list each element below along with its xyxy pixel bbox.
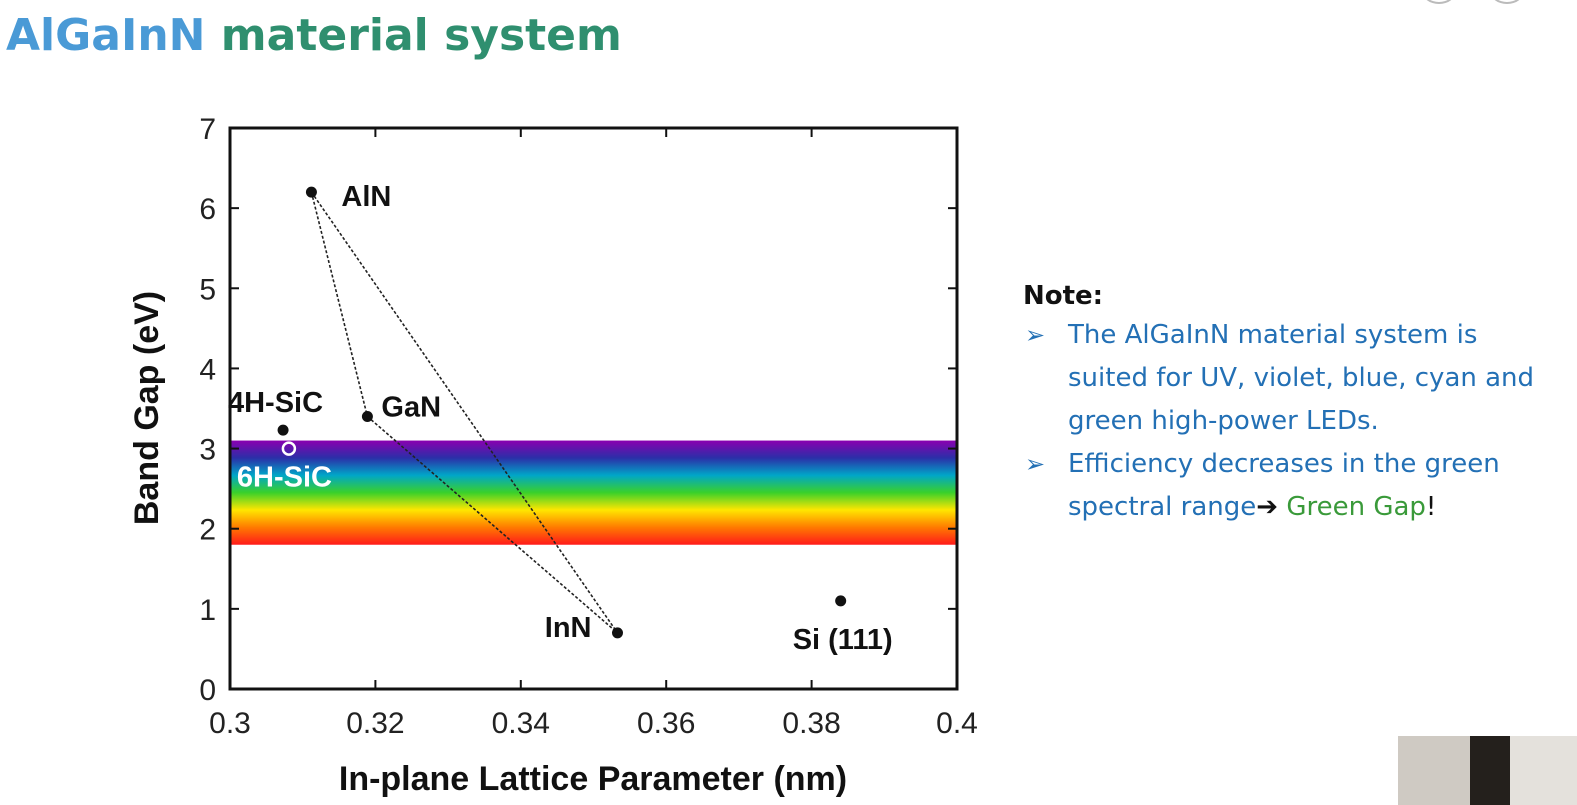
- x-tick-label: 0.36: [637, 707, 695, 740]
- y-tick-label: 5: [199, 273, 216, 306]
- connector-line-aln-inn: [310, 191, 619, 634]
- point-aln: [305, 186, 317, 198]
- note-heading: Note:: [1023, 281, 1104, 311]
- y-axis-label: Band Gap (eV): [128, 291, 166, 525]
- x-tick-label: 0.38: [782, 707, 840, 740]
- title-part-material-system: material system: [205, 10, 622, 61]
- note-bullet-green-gap: ➢ Efficiency decreases in the green spec…: [1023, 443, 1563, 529]
- point-si-111: [835, 595, 847, 607]
- point-label-si-111: Si (111): [793, 624, 893, 656]
- connector-line-aln-gan: [310, 191, 369, 417]
- right-arrow-icon: ➔: [1256, 492, 1279, 522]
- plot-frame: [228, 126, 959, 691]
- y-tick-label: 1: [199, 594, 216, 627]
- x-tick-label: 0.4: [936, 707, 978, 740]
- note-text: Efficiency decreases in the green spectr…: [1068, 449, 1500, 522]
- title-part-algainn: AlGaInN: [6, 10, 206, 61]
- point-4h-sic: [277, 424, 289, 436]
- y-tick-label: 3: [199, 434, 216, 467]
- corner-logo-icon: [1490, 0, 1524, 4]
- y-tick-label: 6: [199, 193, 216, 226]
- note-panel: Note: ➢ The AlGaInN material system is s…: [1023, 278, 1563, 529]
- point-inn: [611, 627, 623, 639]
- y-tick-label: 0: [199, 674, 216, 707]
- point-gan: [361, 411, 373, 423]
- x-axis-label: In-plane Lattice Parameter (nm): [339, 760, 847, 798]
- connector-line-gan-inn: [366, 415, 619, 634]
- green-gap-highlight: Green Gap: [1286, 492, 1426, 522]
- note-text: The AlGaInN material system is suited fo…: [1068, 320, 1535, 436]
- corner-logo-icon: [1422, 0, 1456, 4]
- slide-title: AlGaInN material system: [6, 8, 622, 64]
- visible-spectrum-band: [230, 440, 957, 545]
- point-label-gan: GaN: [381, 392, 441, 424]
- arrow-bullet-icon: ➢: [1025, 450, 1046, 478]
- point-label-inn: InN: [545, 612, 592, 644]
- y-tick-label: 4: [199, 353, 216, 386]
- x-tick-label: 0.34: [492, 707, 550, 740]
- point-label-4h-sic: 4H-SiC: [228, 387, 323, 419]
- y-tick-label: 7: [199, 113, 216, 146]
- band-gap-chart: 0.3 0.32 0.34 0.36 0.38 0.4 0 1 2 3 4 5 6 7 AlN GaN InN…: [128, 113, 978, 798]
- x-tick-label: 0.32: [346, 707, 404, 740]
- note-bullet-uv-leds: ➢ The AlGaInN material system is suited …: [1023, 314, 1563, 443]
- exclamation-mark: !: [1425, 492, 1437, 522]
- point-label-aln: AlN: [341, 181, 391, 213]
- webcam-thumbnail: [1398, 736, 1577, 805]
- x-tick-label: 0.3: [209, 707, 251, 740]
- y-tick-label: 2: [199, 514, 216, 547]
- point-6h-sic: [281, 441, 297, 456]
- arrow-bullet-icon: ➢: [1025, 321, 1046, 349]
- point-label-6h-sic: 6H-SiC: [237, 462, 332, 494]
